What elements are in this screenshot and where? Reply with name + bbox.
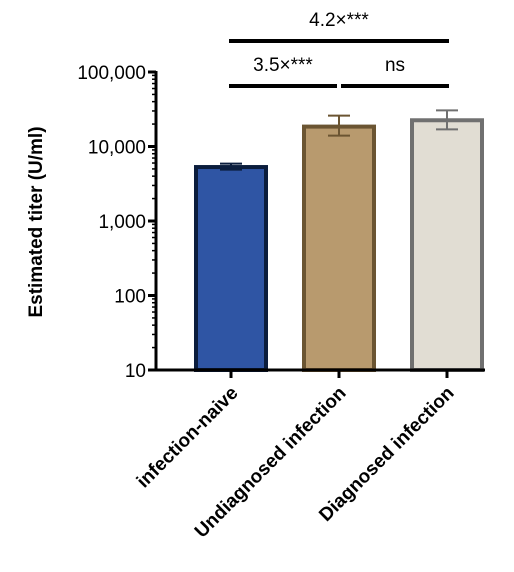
error-bars (220, 109, 458, 171)
y-axis: 10 100 1,000 10,000 100,000 (77, 63, 158, 382)
bars (194, 118, 484, 372)
y-axis-label: Estimated titer (U/ml) (26, 126, 47, 317)
significance-label: 4.2×*** (309, 10, 369, 31)
bar (302, 124, 376, 372)
y-tick-label: 10,000 (88, 138, 146, 159)
bar (410, 118, 484, 372)
y-tick-label: 1,000 (98, 212, 146, 233)
x-tick-label: infection-naive (133, 383, 243, 493)
y-tick-label: 100,000 (77, 63, 146, 84)
y-tick-label: 100 (114, 287, 146, 308)
bar (194, 165, 268, 372)
significance-brackets: 4.2×*** 3.5×*** ns (229, 10, 449, 88)
y-tick-label: 10 (125, 361, 146, 382)
significance-label: ns (385, 55, 405, 76)
significance-label: 3.5×*** (253, 55, 313, 76)
